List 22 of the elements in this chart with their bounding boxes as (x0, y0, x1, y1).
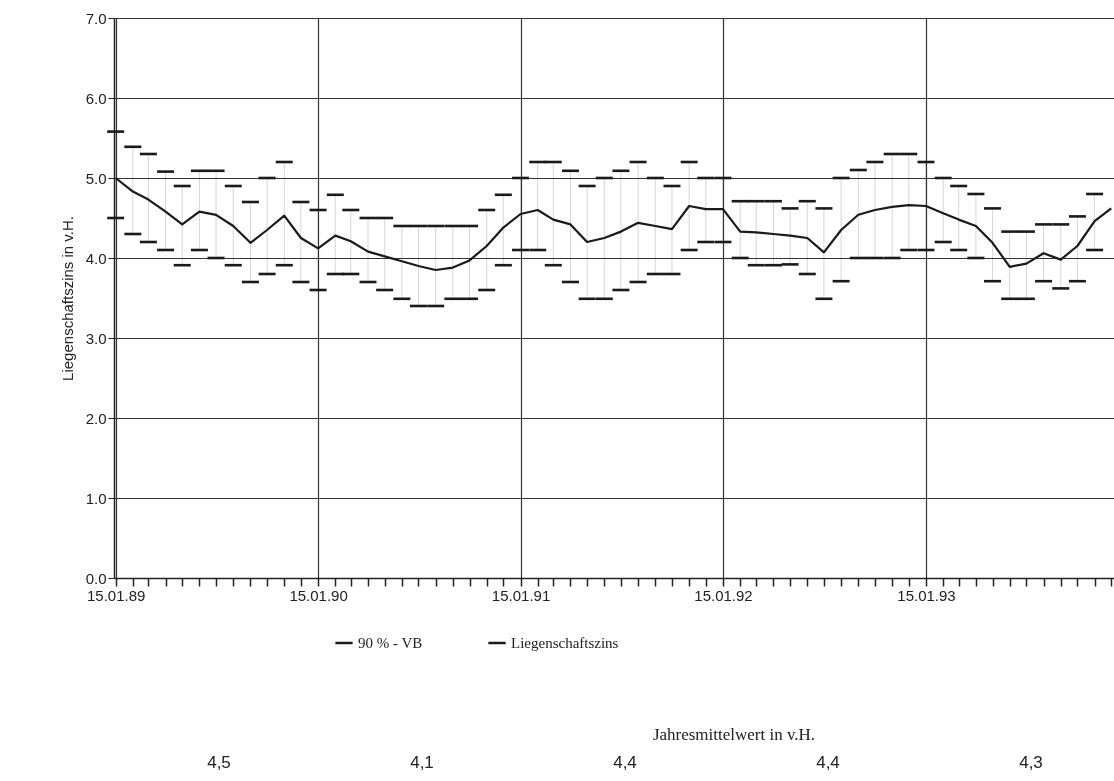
y-tick-label: 6.0 (85, 89, 107, 107)
y-tick-label: 2.0 (85, 409, 107, 427)
x-tick-label: 15.01.89 (86, 586, 146, 604)
x-tick-label: 15.01.93 (897, 586, 956, 604)
y-tick-label: 4.0 (85, 249, 107, 267)
legend-label: Liegenschaftszins (511, 635, 619, 651)
text: 4,5 (207, 753, 231, 772)
text: 4,4 (816, 753, 840, 772)
text: Jahresmittelwert in v.H. (652, 725, 816, 744)
text: 90 % - VB (358, 635, 423, 651)
y-tick-label: 5.0 (85, 169, 107, 187)
x-tick-label: 15.01.91 (491, 586, 551, 604)
y-tick-label: 7.0 (85, 9, 107, 27)
x-tick-label: 15.01.92 (694, 586, 753, 604)
y-tick-label: 0.0 (85, 569, 107, 587)
x-tick-label: 15.01.90 (289, 586, 348, 604)
y-tick-label: 1.0 (85, 489, 107, 507)
text: 4,3 (1019, 753, 1043, 772)
y-tick-label: 3.0 (85, 329, 107, 347)
text: 4,4 (613, 753, 637, 772)
text: 4,1 (410, 753, 434, 772)
y-axis-title: Liegenschaftszins in v.H. (58, 216, 76, 381)
